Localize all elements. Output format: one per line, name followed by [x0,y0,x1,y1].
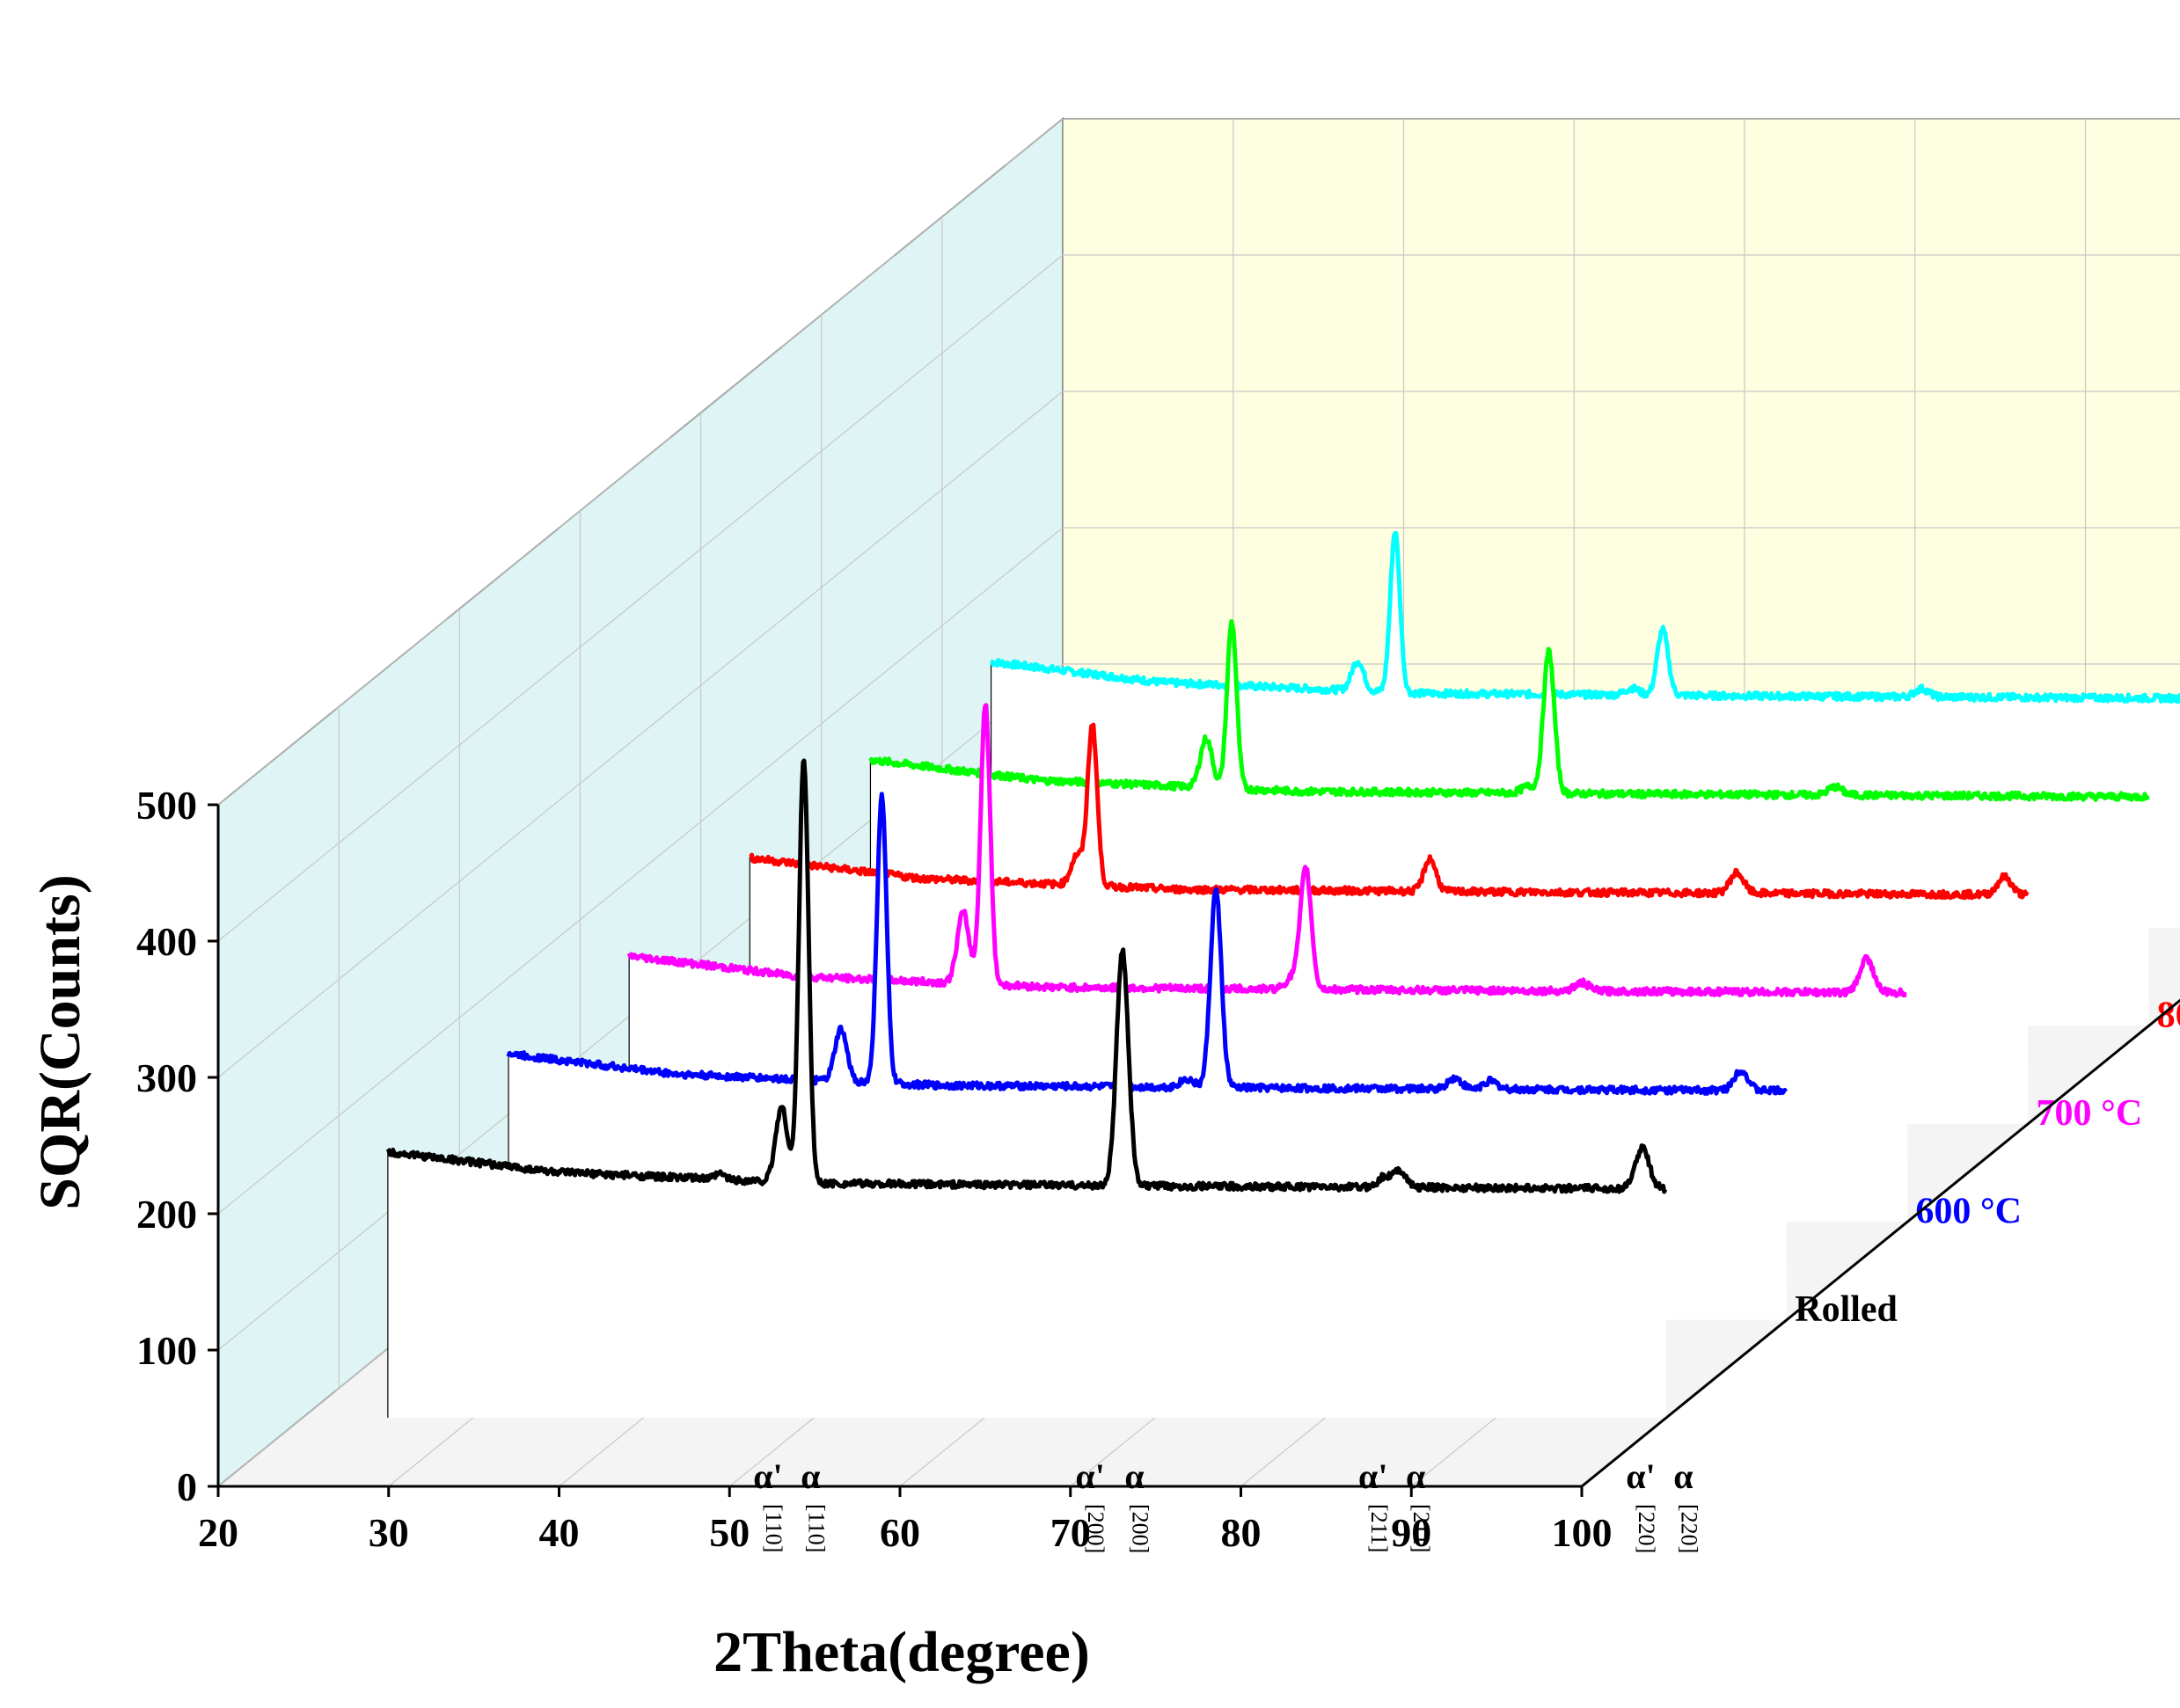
miller-index-label: [211] [1366,1504,1392,1552]
peak-annotation: α [200] [1124,1456,1152,1553]
series-line [990,530,2180,704]
series-label: Rolled [1795,1289,1898,1330]
series-line [749,722,2030,901]
x-tick-label: 50 [709,1510,750,1555]
y-tick-label: 0 [177,1464,197,1509]
phase-label: α [801,1456,820,1496]
x-tick-label: 20 [198,1510,238,1555]
x-tick-label: 80 [1221,1510,1262,1555]
x-tick-label: 40 [539,1510,580,1555]
y-tick-label: 100 [136,1328,197,1373]
phase-label: α' [1075,1456,1104,1496]
peak-annotation: α' [110] [753,1456,786,1552]
peak-annotation: α [110] [801,1456,829,1552]
miller-index-label: [211] [1408,1504,1434,1552]
x-tick-label: 100 [1552,1510,1613,1555]
y-tick-label: 400 [136,919,197,964]
miller-index-label: [220] [1634,1504,1659,1553]
x-tick-label: 90 [1391,1510,1431,1555]
phase-label: α [1673,1456,1693,1496]
miller-index-label: [110] [761,1504,786,1552]
miller-index-label: [220] [1676,1504,1701,1553]
phase-label: α [1124,1456,1144,1496]
series-line [868,619,2150,802]
series-label: 700 °C [2037,1093,2143,1134]
peak-annotations: α'[110]α[110]α'[200]α[200]α'[211]α[211]α… [753,1456,1701,1553]
x-axis-title: 2Theta(degree) [713,1620,1090,1684]
peak-annotation: α [220] [1673,1456,1701,1553]
y-tick-label: 300 [136,1055,197,1100]
miller-index-label: [110] [803,1504,829,1552]
series-line [506,792,1789,1096]
series-label: 600 °C [1915,1192,2022,1232]
miller-index-label: [200] [1083,1504,1108,1553]
miller-index-label: [200] [1128,1504,1153,1553]
peak-annotation: α [211] [1406,1456,1434,1552]
y-tick-label: 500 [136,783,197,828]
x-tick-label: 30 [369,1510,409,1555]
x-tick-label: 60 [880,1510,920,1555]
y-axis-title: SQR(Counts) [28,874,92,1209]
phase-label: α' [1626,1456,1655,1496]
side-wall-gridline [217,527,1064,1215]
side-wall-gridline [217,118,1064,806]
series-line [626,703,1908,998]
x-tick-label: 70 [1050,1510,1091,1555]
peak-annotation: α' [200] [1075,1456,1108,1553]
phase-label: α [1406,1456,1425,1496]
peak-annotation: α' [211] [1358,1456,1392,1552]
peak-annotation: α' [220] [1626,1456,1659,1553]
phase-label: α' [753,1456,782,1496]
series-slab [387,760,1666,1418]
side-wall-gridline [217,391,1064,1078]
series-line [385,758,1668,1194]
side-wall-gridline [217,254,1064,942]
series-rolled: Rolled [385,758,1898,1418]
y-tick-label: 200 [136,1192,197,1237]
axis-ticks: 20 30 40 50 60 70 80 90 100 0 100 200 300 400 500 [136,783,1613,1555]
depth-axis-line [1581,998,2180,1488]
phase-label: α' [1358,1456,1387,1496]
